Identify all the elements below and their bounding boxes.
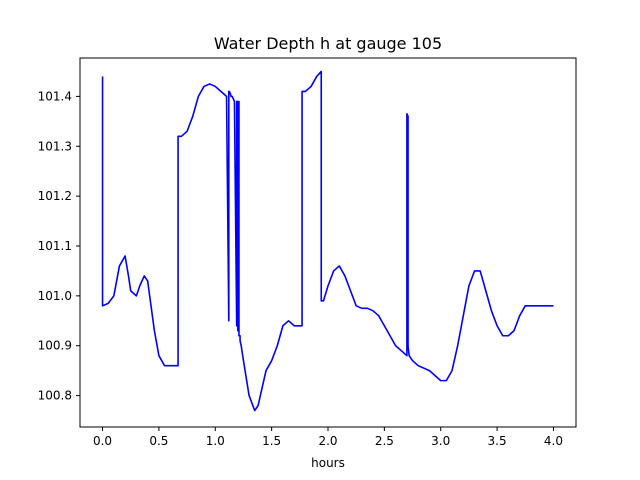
y-tick-label: 101.3 [38, 139, 72, 153]
x-tick-label: 4.0 [544, 434, 563, 448]
x-tick-label: 3.0 [431, 434, 450, 448]
x-tick-label: 0.0 [93, 434, 112, 448]
x-tick-label: 1.0 [206, 434, 225, 448]
x-tick-label: 3.5 [488, 434, 507, 448]
y-tick-label: 101.0 [38, 289, 72, 303]
y-tick-label: 101.1 [38, 239, 72, 253]
series-line-0 [101, 70, 554, 412]
x-tick-label: 2.0 [318, 434, 337, 448]
x-tick-label: 0.5 [149, 434, 168, 448]
chart-title: Water Depth h at gauge 105 [214, 34, 442, 53]
y-tick-label: 100.8 [38, 389, 72, 403]
x-tick-label: 1.5 [262, 434, 281, 448]
x-axis: 0.0 0.5 1.0 1.5 2.0 2.5 3.0 3.5 4.0 [93, 427, 563, 448]
y-tick-label: 101.2 [38, 189, 72, 203]
y-tick-label: 100.9 [38, 339, 72, 353]
y-axis: 100.8 100.9 101.0 101.1 101.2 101.3 101.4 [38, 89, 80, 403]
y-tick-label: 101.4 [38, 89, 72, 103]
plot-area [101, 70, 554, 412]
x-axis-label: hours [311, 456, 345, 470]
x-tick-label: 2.5 [375, 434, 394, 448]
axes-frame [79, 57, 577, 428]
